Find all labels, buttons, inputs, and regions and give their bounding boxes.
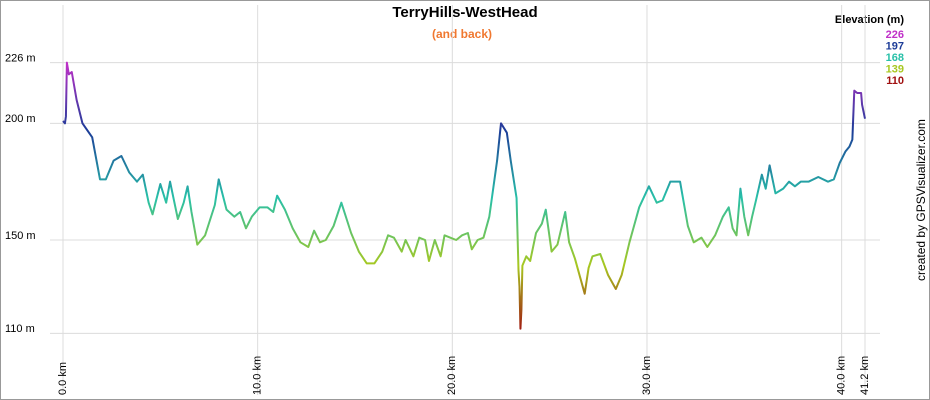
legend-entry: 139 (886, 63, 904, 75)
y-tick-label: 150 m (5, 230, 36, 242)
y-tick-label: 226 m (5, 53, 36, 65)
x-tick-label: 20.0 km (446, 356, 458, 395)
elevation-line (62, 61, 866, 330)
legend-entry: 226 (886, 29, 904, 41)
x-tick-label: 41.2 km (859, 356, 871, 395)
credit: created by GPSVisualizer.com (914, 119, 928, 281)
x-tick-label: 0.0 km (57, 362, 69, 395)
legend-title: Elevation (m) (835, 14, 904, 26)
legend-entry: 197 (886, 40, 904, 52)
legend-entry: 110 (886, 75, 904, 87)
chart-title: TerryHills-WestHead (392, 4, 537, 21)
y-tick-label: 200 m (5, 113, 36, 125)
x-tick-label: 30.0 km (641, 356, 653, 395)
x-tick-label: 10.0 km (252, 356, 264, 395)
x-tick-label: 40.0 km (836, 356, 848, 395)
y-tick-label: 110 m (5, 323, 35, 335)
chart-subtitle: (and back) (432, 27, 492, 41)
legend-entry: 168 (886, 52, 904, 64)
